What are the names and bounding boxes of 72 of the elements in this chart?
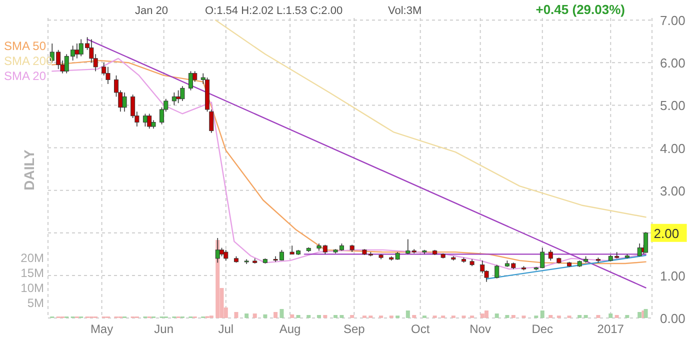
y2-tick-label: 5M (27, 296, 44, 310)
bar (340, 315, 344, 318)
bar (296, 315, 300, 318)
bar (412, 315, 416, 318)
bar (638, 312, 642, 318)
y-tick-label: 7.00 (660, 13, 686, 28)
candlestick (122, 92, 127, 112)
candlestick (224, 250, 228, 261)
bar (334, 315, 338, 318)
bar (484, 310, 489, 318)
y2-tick-label: 20M (20, 251, 44, 265)
series-label: SMA 50 (4, 39, 46, 53)
bar (290, 314, 294, 318)
bar (596, 315, 600, 318)
bar (280, 309, 284, 318)
bar (480, 314, 484, 318)
bar (584, 315, 588, 318)
text: +0.45 (29.03%) (536, 2, 625, 17)
candlestick (188, 70, 193, 91)
x-tick-label: May (90, 322, 114, 336)
y-tick-label: 4.00 (660, 140, 686, 156)
y-tick-label: 3.00 (660, 183, 686, 198)
bar (494, 314, 499, 318)
bar (614, 315, 619, 318)
candlestick (406, 238, 410, 255)
candlestick (494, 264, 500, 279)
text: SMA 200 (4, 54, 54, 68)
candlestick (147, 113, 152, 130)
bar (316, 315, 321, 318)
bar (505, 315, 510, 318)
text: Jan 20 (135, 5, 168, 17)
x-tick-label: Jun (154, 322, 174, 336)
y-tick-label: 5.00 (660, 98, 686, 114)
x-tick-label: Dec (532, 322, 554, 336)
bar (548, 315, 553, 318)
bar (406, 310, 410, 318)
y2-tick-label: 10M (20, 281, 44, 295)
bar (350, 315, 354, 318)
annotation: 2.00 (654, 226, 680, 241)
y-tick-label: 0.00 (660, 311, 686, 326)
x-tick-label: Nov (470, 322, 491, 336)
bar (263, 314, 268, 318)
bar (234, 312, 238, 318)
bar (625, 315, 630, 318)
bar (244, 314, 249, 318)
x-tick-label: Jul (218, 322, 234, 336)
text: DAILY (21, 148, 37, 190)
text: Vol:3M (388, 5, 422, 17)
bar (274, 312, 278, 318)
bar (578, 315, 582, 318)
y-tick-label: 1.00 (660, 268, 686, 284)
candlestick (180, 86, 185, 102)
x-tick-label: Aug (279, 322, 301, 336)
x-tick-label: Oct (410, 322, 430, 336)
candlestick (74, 43, 80, 59)
candlestick (142, 113, 148, 127)
bar (252, 314, 257, 318)
bar (306, 315, 311, 318)
bar (540, 310, 544, 318)
bar (608, 314, 613, 318)
y-tick-label: 6.00 (660, 56, 686, 71)
candlestick (548, 250, 553, 261)
series-label: SMA 20 (4, 69, 46, 83)
x-tick-label: 2017 (597, 322, 624, 336)
x-tick-label: Sep (343, 322, 366, 336)
bar (323, 315, 328, 318)
bar (511, 315, 516, 318)
y2-tick-label: 15M (20, 266, 44, 280)
candlestick (106, 66, 110, 84)
candlestick (172, 92, 176, 106)
text: O:1.54 H:2.02 L:1.53 C:2.00 (205, 5, 343, 17)
line-series (214, 20, 646, 218)
